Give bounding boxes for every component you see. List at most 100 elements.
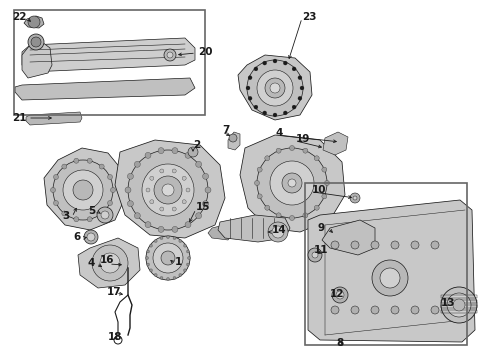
Circle shape bbox=[264, 78, 285, 98]
Circle shape bbox=[299, 86, 304, 90]
Circle shape bbox=[390, 241, 398, 249]
Circle shape bbox=[149, 269, 152, 272]
Circle shape bbox=[107, 201, 112, 206]
Circle shape bbox=[335, 291, 343, 299]
Text: 19: 19 bbox=[295, 134, 310, 144]
Circle shape bbox=[276, 148, 281, 153]
Circle shape bbox=[410, 241, 418, 249]
Circle shape bbox=[146, 263, 149, 266]
Circle shape bbox=[307, 248, 321, 262]
Circle shape bbox=[172, 148, 178, 154]
Circle shape bbox=[74, 158, 79, 163]
Text: 3: 3 bbox=[62, 211, 69, 221]
Circle shape bbox=[271, 226, 284, 238]
Circle shape bbox=[267, 222, 287, 242]
Circle shape bbox=[330, 306, 338, 314]
Circle shape bbox=[182, 176, 186, 180]
Circle shape bbox=[158, 148, 163, 154]
Circle shape bbox=[330, 241, 338, 249]
Circle shape bbox=[74, 217, 79, 222]
Text: 5: 5 bbox=[88, 206, 95, 216]
Text: 1: 1 bbox=[175, 257, 182, 267]
Text: 15: 15 bbox=[196, 202, 210, 212]
Text: 9: 9 bbox=[317, 223, 325, 233]
Circle shape bbox=[127, 173, 133, 179]
Polygon shape bbox=[218, 215, 289, 242]
Text: 8: 8 bbox=[335, 338, 343, 348]
Circle shape bbox=[160, 237, 163, 239]
Text: 10: 10 bbox=[311, 185, 326, 195]
Circle shape bbox=[53, 201, 59, 206]
Circle shape bbox=[92, 245, 128, 281]
Polygon shape bbox=[44, 148, 125, 230]
Circle shape bbox=[324, 180, 329, 185]
Circle shape bbox=[291, 105, 296, 109]
Circle shape bbox=[352, 196, 356, 200]
Circle shape bbox=[311, 252, 317, 258]
Circle shape bbox=[145, 256, 148, 260]
Bar bbox=[305, 183, 466, 345]
Text: 22: 22 bbox=[12, 12, 26, 22]
Circle shape bbox=[145, 152, 151, 158]
Circle shape bbox=[185, 188, 190, 192]
Circle shape bbox=[245, 86, 249, 90]
Circle shape bbox=[283, 61, 287, 65]
Circle shape bbox=[262, 61, 266, 65]
Polygon shape bbox=[22, 42, 52, 78]
Circle shape bbox=[146, 188, 150, 192]
Circle shape bbox=[390, 306, 398, 314]
Circle shape bbox=[146, 236, 190, 280]
Circle shape bbox=[257, 194, 262, 199]
Bar bbox=[14, 10, 204, 115]
Circle shape bbox=[97, 207, 113, 223]
Circle shape bbox=[264, 156, 269, 161]
Circle shape bbox=[253, 105, 257, 109]
Circle shape bbox=[63, 170, 103, 210]
Circle shape bbox=[172, 207, 176, 211]
Circle shape bbox=[110, 188, 115, 193]
Circle shape bbox=[350, 306, 358, 314]
Circle shape bbox=[107, 175, 112, 180]
Polygon shape bbox=[323, 132, 347, 155]
Circle shape bbox=[350, 241, 358, 249]
Circle shape bbox=[272, 113, 276, 117]
Circle shape bbox=[186, 263, 189, 266]
Polygon shape bbox=[321, 220, 374, 255]
Circle shape bbox=[53, 175, 59, 180]
Circle shape bbox=[371, 260, 407, 296]
Text: 23: 23 bbox=[302, 12, 316, 22]
Circle shape bbox=[430, 306, 438, 314]
Circle shape bbox=[179, 274, 182, 276]
Circle shape bbox=[440, 287, 476, 323]
Circle shape bbox=[291, 67, 296, 71]
Circle shape bbox=[331, 287, 347, 303]
Circle shape bbox=[349, 193, 359, 203]
Text: 2: 2 bbox=[193, 140, 200, 150]
Circle shape bbox=[61, 164, 67, 169]
Circle shape bbox=[53, 160, 113, 220]
Circle shape bbox=[276, 213, 281, 218]
Circle shape bbox=[370, 306, 378, 314]
Circle shape bbox=[179, 239, 182, 243]
Circle shape bbox=[149, 176, 154, 180]
Circle shape bbox=[289, 145, 294, 150]
Circle shape bbox=[314, 156, 319, 161]
Circle shape bbox=[31, 37, 41, 47]
Circle shape bbox=[149, 244, 152, 247]
Circle shape bbox=[184, 222, 191, 228]
Circle shape bbox=[161, 251, 175, 265]
Circle shape bbox=[166, 278, 169, 280]
Circle shape bbox=[257, 167, 262, 172]
Circle shape bbox=[370, 241, 378, 249]
Circle shape bbox=[269, 161, 313, 205]
Circle shape bbox=[145, 222, 151, 228]
Circle shape bbox=[302, 213, 307, 218]
Circle shape bbox=[163, 49, 176, 61]
Circle shape bbox=[202, 173, 208, 179]
Circle shape bbox=[167, 52, 173, 58]
Circle shape bbox=[166, 235, 169, 238]
Circle shape bbox=[142, 164, 194, 216]
Circle shape bbox=[184, 152, 191, 158]
Text: 18: 18 bbox=[108, 332, 122, 342]
Circle shape bbox=[289, 216, 294, 220]
